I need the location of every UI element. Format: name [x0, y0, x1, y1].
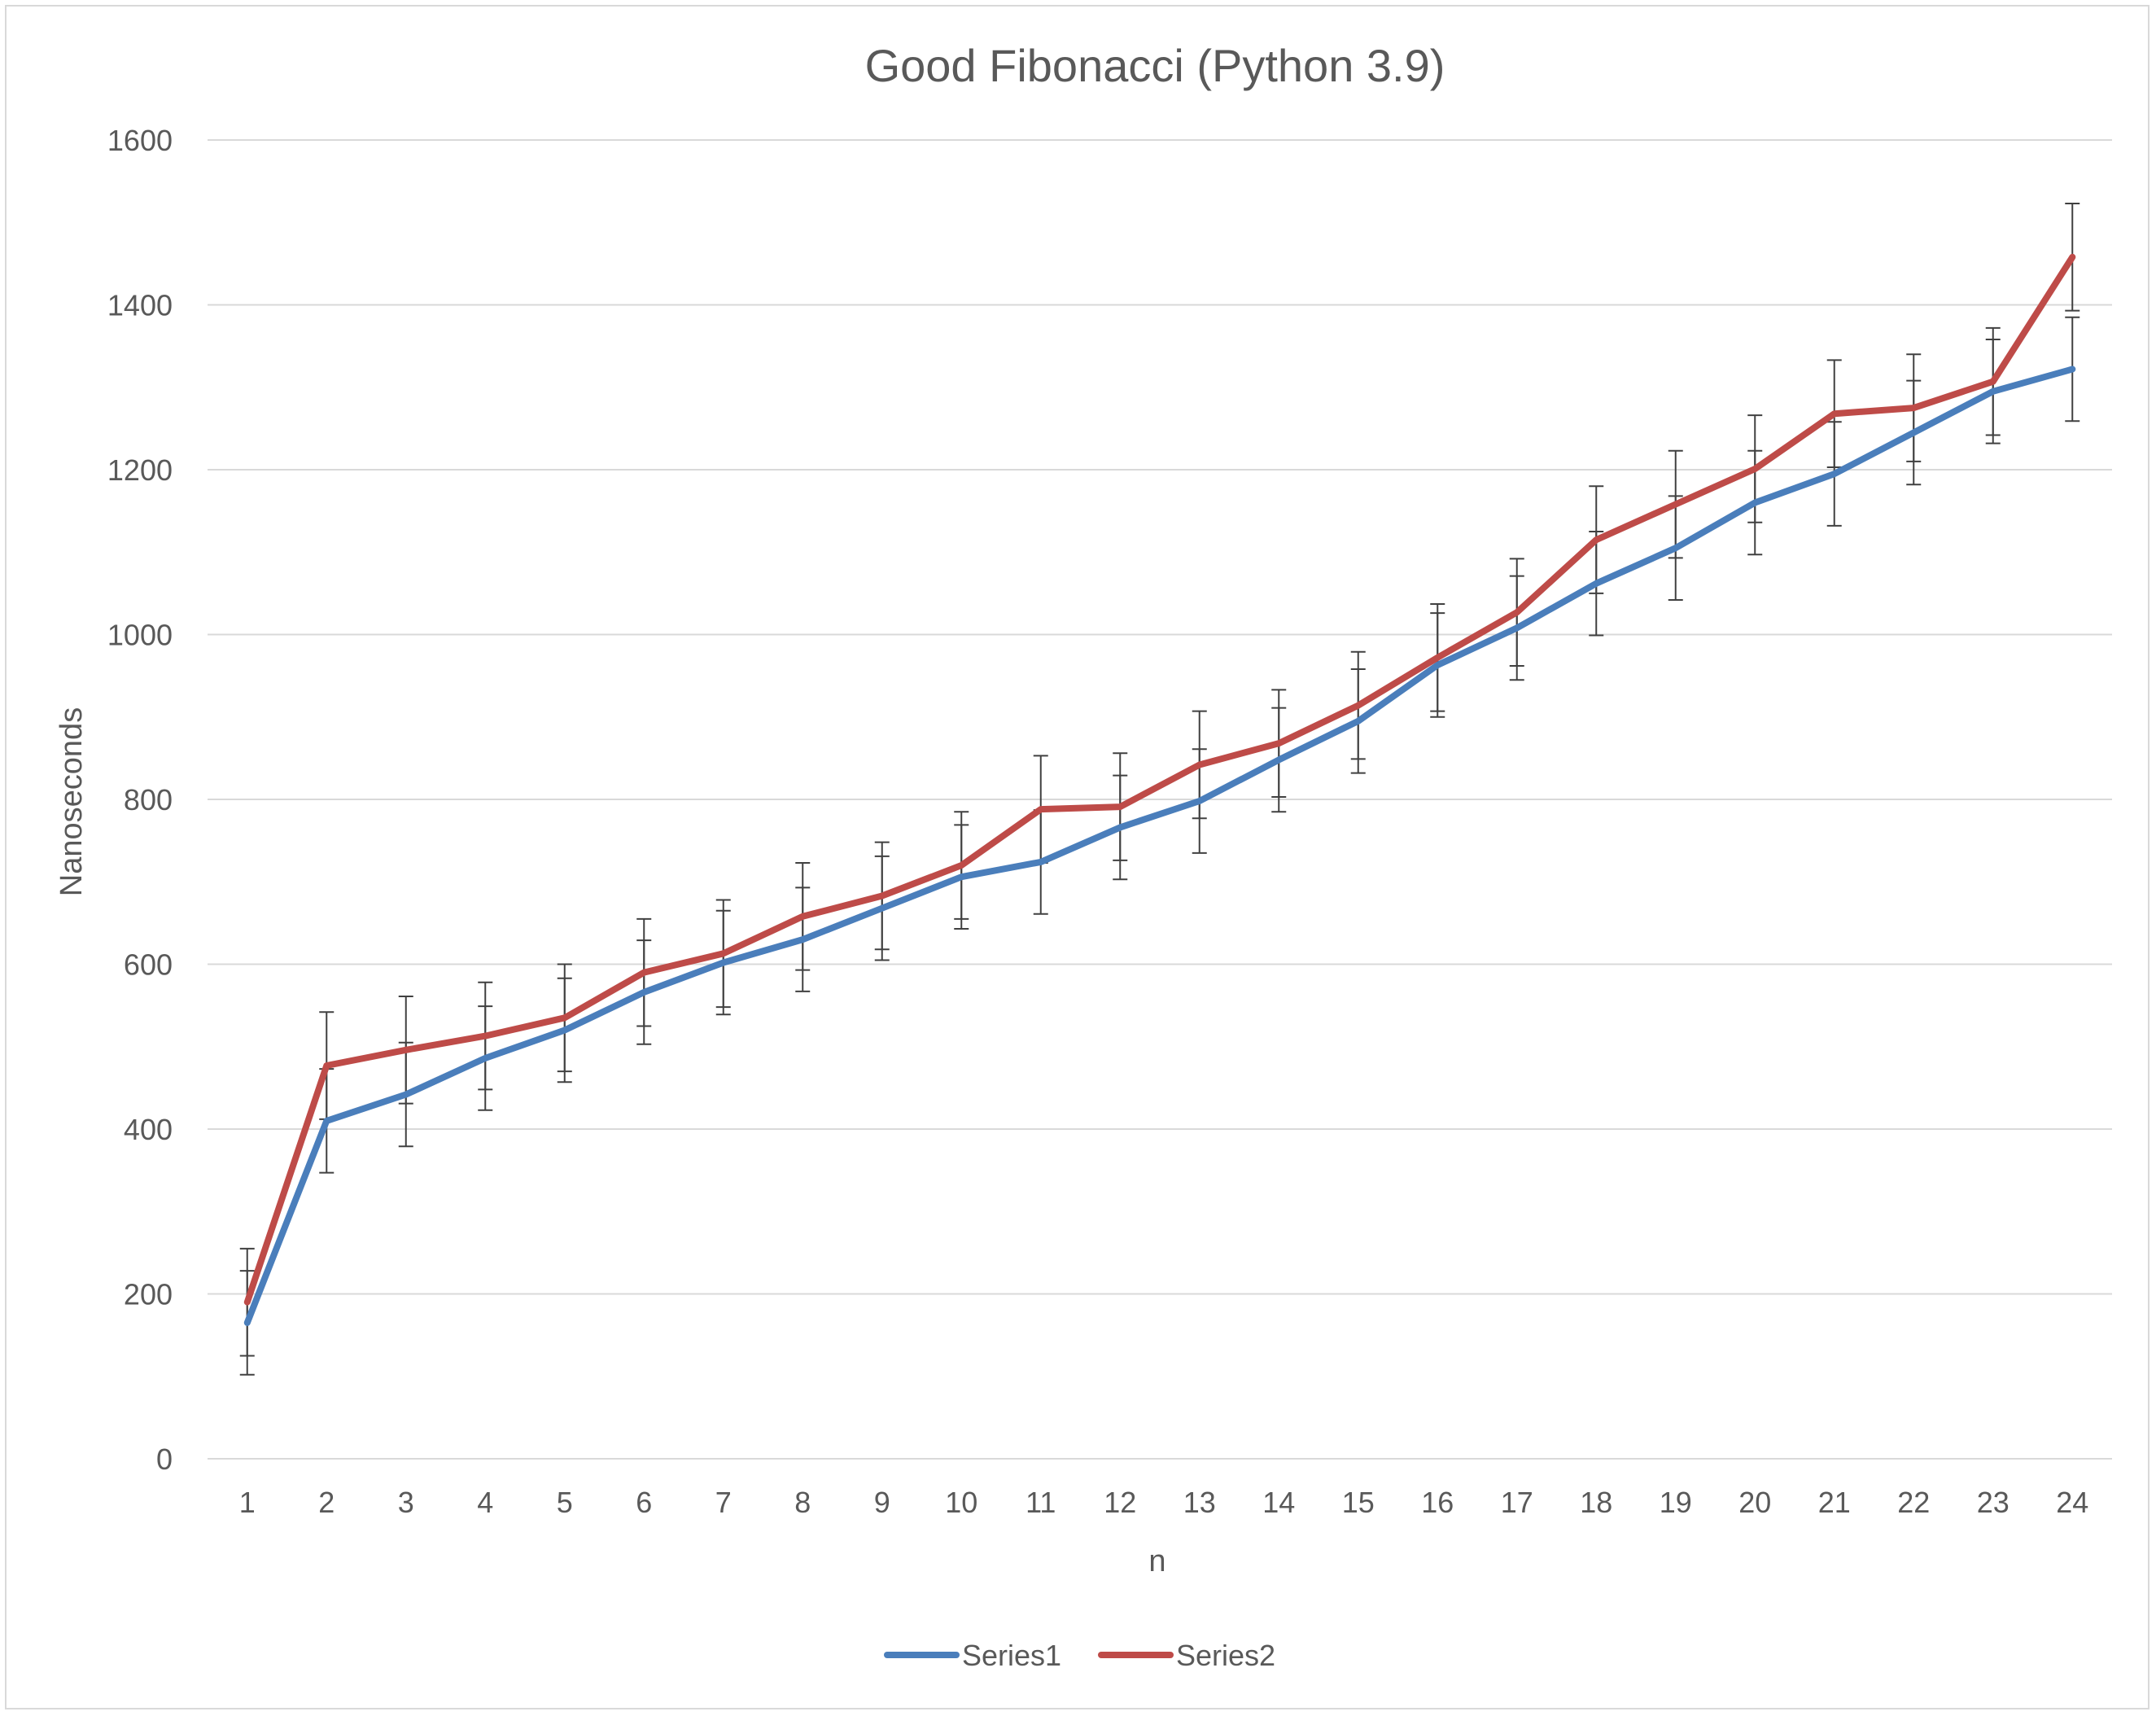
- x-tick-label: 3: [398, 1486, 414, 1519]
- x-tick-label: 17: [1501, 1486, 1533, 1519]
- x-tick-label: 6: [636, 1486, 652, 1519]
- y-tick-label: 200: [124, 1278, 173, 1311]
- x-tick-label: 10: [945, 1486, 977, 1519]
- y-axis-ticks: 0 200 400 600 800 1000 1200 1400 1600: [107, 124, 173, 1476]
- x-tick-label: 5: [557, 1486, 573, 1519]
- y-tick-label: 800: [124, 783, 173, 816]
- x-tick-label: 15: [1342, 1486, 1375, 1519]
- y-axis-title: Nanoseconds: [55, 707, 89, 896]
- x-tick-label: 21: [1818, 1486, 1851, 1519]
- y-tick-label: 1600: [107, 124, 173, 157]
- x-axis-ticks: 1 2 3 4 5 6 7 8 9 10 11 12 13 14 15 16 17 18 19 20 21 22 23 24: [239, 1486, 2089, 1519]
- chart-frame: [5, 5, 2149, 1709]
- x-tick-label: 7: [715, 1486, 732, 1519]
- legend: Series1 Series2: [884, 1639, 1275, 1672]
- series-line-1: [243, 366, 2076, 1326]
- x-tick-label: 19: [1660, 1486, 1692, 1519]
- x-tick-label: 12: [1104, 1486, 1136, 1519]
- x-tick-label: 24: [2056, 1486, 2088, 1519]
- legend-label-series-1: Series1: [962, 1639, 1061, 1672]
- x-tick-label: 20: [1738, 1486, 1771, 1519]
- x-tick-label: 1: [239, 1486, 256, 1519]
- x-axis-title: n: [1148, 1544, 1165, 1578]
- x-tick-label: 14: [1262, 1486, 1295, 1519]
- y-tick-label: 0: [156, 1442, 173, 1476]
- x-tick-label: 9: [874, 1486, 890, 1519]
- x-tick-label: 18: [1580, 1486, 1612, 1519]
- gridlines: [208, 139, 2112, 1460]
- x-tick-label: 2: [318, 1486, 335, 1519]
- y-tick-label: 600: [124, 948, 173, 982]
- series-line-2: [243, 253, 2076, 1306]
- x-tick-label: 4: [477, 1486, 493, 1519]
- y-tick-label: 1400: [107, 289, 173, 322]
- legend-label-series-2: Series2: [1176, 1639, 1275, 1672]
- y-tick-label: 1000: [107, 619, 173, 652]
- y-tick-label: 1200: [107, 453, 173, 487]
- x-tick-label: 22: [1897, 1486, 1930, 1519]
- series-lines: [243, 253, 2076, 1326]
- x-tick-label: 16: [1421, 1486, 1454, 1519]
- x-tick-label: 13: [1183, 1486, 1216, 1519]
- chart-title: Good Fibonacci (Python 3.9): [865, 40, 1445, 91]
- x-tick-label: 23: [1977, 1486, 2009, 1519]
- y-tick-label: 400: [124, 1113, 173, 1146]
- x-tick-label: 8: [794, 1486, 811, 1519]
- x-tick-label: 11: [1026, 1486, 1056, 1519]
